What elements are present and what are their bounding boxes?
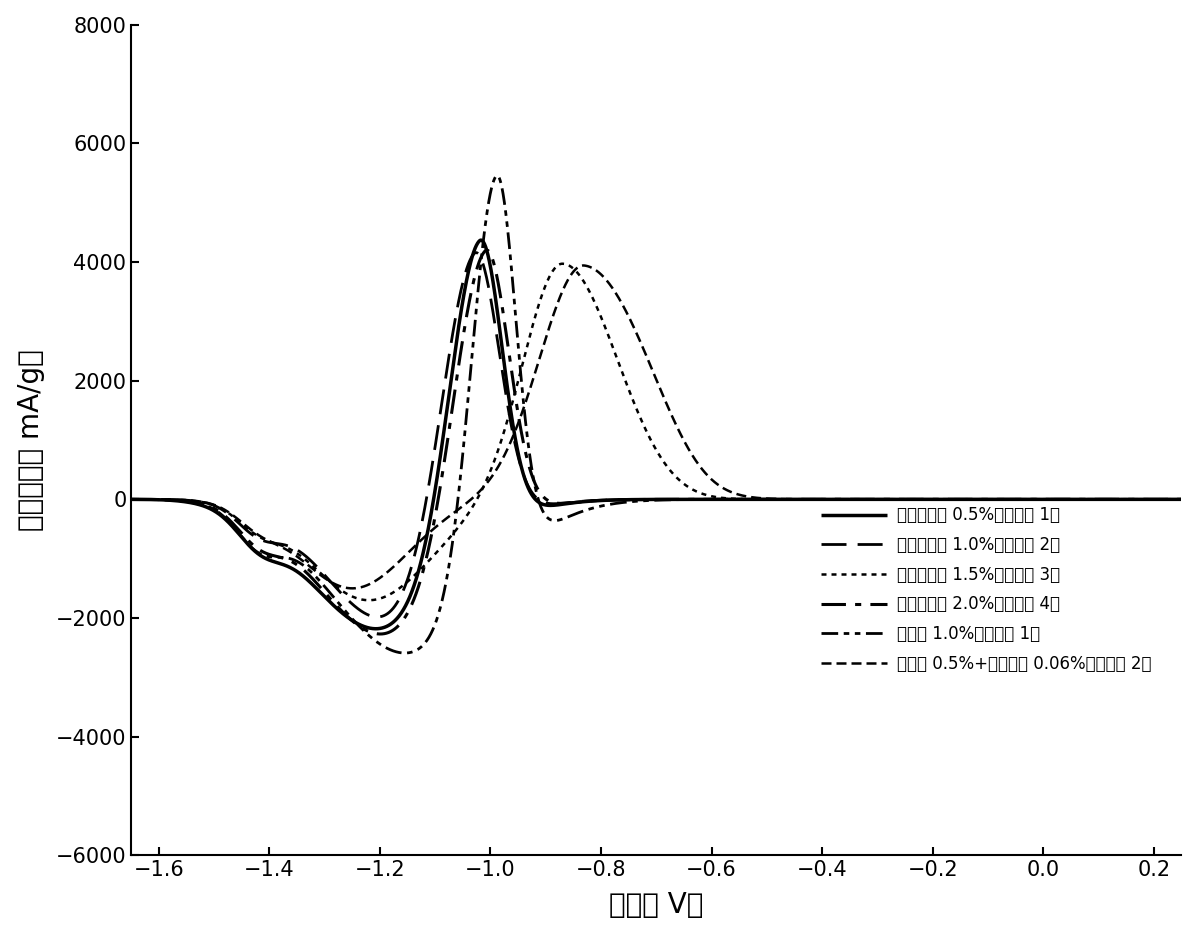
？？？？？ 2.0%（？？？ 4）: [526, 473, 540, 484]
？？？ 1.0%（？？？ 1）: [398, 648, 412, 659]
？？？？？ 1.0%（？？？ 2）: [315, 566, 329, 578]
？？？？？ 2.0%（？？？ 4）: [755, 493, 769, 505]
Line: ？？？？？ 1.0%（？？？ 2）: ？？？？？ 1.0%（？？？ 2）: [132, 253, 1181, 617]
？？？ 1.0%（？？？ 1）: [315, 578, 329, 589]
？？？ 0.5%+？？？？ 0.06%（？？？ 2）: [526, 374, 540, 386]
Line: ？？？？？ 2.0%（？？？ 4）: ？？？？？ 2.0%（？？？ 4）: [132, 250, 1181, 634]
？？？？？ 2.0%（？？？ 4）: [125, 494, 139, 505]
？？？？？ 0.5%（？？？ 1）: [526, 490, 540, 502]
Line: ？？？ 0.5%+？？？？ 0.06%（？？？ 2）: ？？？ 0.5%+？？？？ 0.06%（？？？ 2）: [132, 266, 1181, 589]
X-axis label: 电位（ V）: 电位（ V）: [609, 891, 703, 919]
？？？？？ 1.0%（？？？ 2）: [1174, 493, 1188, 505]
？？？？？ 0.5%（？？？ 1）: [369, 623, 383, 635]
？？？？？ 2.0%（？？？ 4）: [479, 244, 494, 256]
？？？ 1.0%（？？？ 1）: [988, 493, 1003, 505]
？？？ 1.0%（？？？ 1）: [755, 493, 769, 505]
？？？？？ 0.5%（？？？ 1）: [315, 589, 329, 600]
？？？ 0.5%+？？？？ 0.06%（？？？ 2）: [576, 260, 591, 271]
？？？ 0.5%+？？？？ 0.06%（？？？ 2）: [908, 493, 922, 505]
？？？？？ 1.5%（？？？ 3）: [988, 493, 1003, 505]
Line: ？？？？？ 0.5%（？？？ 1）: ？？？？？ 0.5%（？？？ 1）: [132, 241, 1181, 629]
？？？ 0.5%+？？？？ 0.06%（？？？ 2）: [807, 493, 822, 505]
？？？？？ 1.5%（？？？ 3）: [362, 594, 376, 606]
？？？？？ 1.5%（？？？ 3）: [1174, 493, 1188, 505]
？？？ 0.5%+？？？？ 0.06%（？？？ 2）: [315, 571, 329, 582]
？？？？？ 1.5%（？？？ 3）: [315, 569, 329, 580]
？？？？？ 0.5%（？？？ 1）: [908, 493, 922, 505]
？？？？？ 1.0%（？？？ 2）: [526, 489, 540, 500]
？？？？？ 2.0%（？？？ 4）: [807, 493, 822, 505]
？？？ 1.0%（？？？ 1）: [807, 493, 822, 505]
？？？？？ 1.0%（？？？ 2）: [807, 493, 822, 505]
？？？？？ 0.5%（？？？ 1）: [755, 493, 769, 505]
Line: ？？？？？ 1.5%（？？？ 3）: ？？？？？ 1.5%（？？？ 3）: [132, 264, 1181, 600]
？？？？？ 2.0%（？？？ 4）: [908, 493, 922, 505]
？？？ 0.5%+？？？？ 0.06%（？？？ 2）: [125, 493, 139, 505]
？？？？？ 1.0%（？？？ 2）: [370, 611, 385, 622]
Legend: ？？？？？ 0.5%（？？？ 1）, ？？？？？ 1.0%（？？？ 2）, ？？？？？ 1.5%（？？？ 3）, ？？？？？ 2.0%（？？？ 4）, ？？？ : ？？？？？ 0.5%（？？？ 1）, ？？？？？ 1.0%（？？？ 2）, ？？…: [821, 506, 1152, 673]
？？？ 1.0%（？？？ 1）: [490, 170, 504, 182]
Line: ？？？ 1.0%（？？？ 1）: ？？？ 1.0%（？？？ 1）: [132, 176, 1181, 653]
？？？？？ 1.5%（？？？ 3）: [755, 493, 769, 505]
？？？ 1.0%（？？？ 1）: [908, 493, 922, 505]
？？？？？ 0.5%（？？？ 1）: [1174, 493, 1188, 505]
？？？？？ 2.0%（？？？ 4）: [1174, 493, 1188, 505]
？？？？？ 2.0%（？？？ 4）: [374, 628, 388, 639]
？？？？？ 1.5%（？？？ 3）: [526, 320, 540, 331]
？？？？？ 1.0%（？？？ 2）: [125, 493, 139, 505]
？？？？？ 1.5%（？？？ 3）: [125, 493, 139, 505]
？？？ 0.5%+？？？？ 0.06%（？？？ 2）: [755, 492, 769, 504]
？？？ 1.0%（？？？ 1）: [125, 494, 139, 505]
？？？ 0.5%+？？？？ 0.06%（？？？ 2）: [1174, 493, 1188, 505]
？？？ 0.5%+？？？？ 0.06%（？？？ 2）: [988, 493, 1003, 505]
Y-axis label: 电流密度（ mA/g）: 电流密度（ mA/g）: [17, 349, 44, 531]
？？？ 1.0%（？？？ 1）: [1174, 493, 1188, 505]
？？？？？ 2.0%（？？？ 4）: [988, 493, 1003, 505]
？？？？？ 1.5%（？？？ 3）: [908, 493, 922, 505]
？？？？？ 1.5%（？？？ 3）: [807, 493, 822, 505]
？？？？？ 1.0%（？？？ 2）: [908, 493, 922, 505]
？？？？？ 0.5%（？？？ 1）: [125, 494, 139, 505]
？？？？？ 0.5%（？？？ 1）: [807, 493, 822, 505]
？？？？？ 0.5%（？？？ 1）: [988, 493, 1003, 505]
？？？？？ 1.0%（？？？ 2）: [988, 493, 1003, 505]
？？？？？ 2.0%（？？？ 4）: [315, 583, 329, 594]
？？？ 0.5%+？？？？ 0.06%（？？？ 2）: [345, 583, 359, 594]
？？？？？ 1.5%（？？？ 3）: [555, 258, 569, 270]
？？？？？ 1.0%（？？？ 2）: [468, 247, 483, 258]
？？？？？ 0.5%（？？？ 1）: [474, 235, 489, 246]
？？？ 1.0%（？？？ 1）: [526, 470, 540, 481]
？？？？？ 1.0%（？？？ 2）: [755, 493, 769, 505]
